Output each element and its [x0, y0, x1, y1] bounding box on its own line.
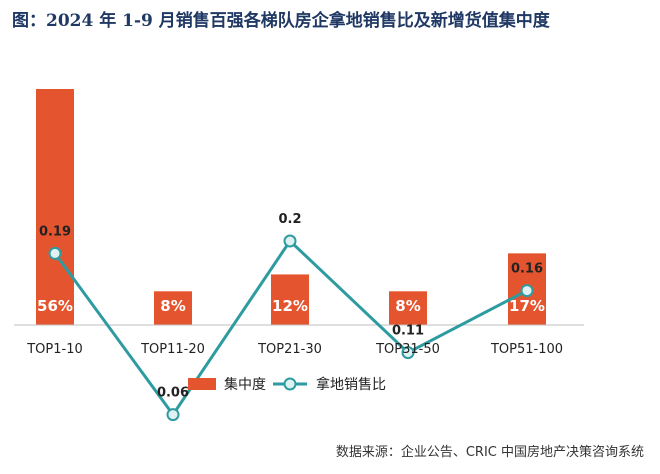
bar-label: 56%: [37, 297, 73, 315]
line-data-label: 0.2: [278, 212, 301, 227]
line-point: [520, 284, 534, 298]
legend-line-label: 拿地销售比: [316, 376, 386, 393]
x-tick-label: TOP31-50: [375, 342, 440, 357]
line-data-label: 0.06: [157, 386, 189, 401]
bar-TOP31-50: [389, 291, 427, 325]
line-data-label: 0.16: [511, 262, 543, 277]
bar-TOP21-30: [271, 274, 309, 325]
x-tick-label: TOP1-10: [26, 342, 83, 357]
legend-bar-swatch: [188, 378, 216, 390]
line-point: [166, 408, 180, 422]
line-point: [48, 246, 62, 260]
x-tick-label: TOP51-100: [490, 342, 563, 357]
legend: 集中度 拿地销售比: [188, 376, 386, 393]
bar-TOP11-20: [154, 291, 192, 325]
bar-TOP1-10: [36, 89, 74, 325]
legend-bar-label: 集中度: [224, 376, 266, 393]
x-tick-label: TOP11-20: [140, 342, 205, 357]
line-series-layer: 0.19 0.06 0.2 0.11 0.16: [39, 212, 543, 422]
bar-label: 8%: [160, 297, 185, 315]
bar-label: 12%: [272, 297, 308, 315]
x-axis-tick-labels: TOP1-10 TOP11-20 TOP21-30 TOP31-50 TOP51-100: [26, 342, 563, 357]
chart-title: 图：2024 年 1-9 月销售百强各梯队房企拿地销售比及新增货值集中度: [12, 11, 550, 31]
source-note: 数据来源：企业公告、CRIC 中国房地产决策咨询系统: [335, 445, 644, 460]
line-data-label: 0.19: [39, 224, 71, 239]
bar-series-layer: 56% 8% 12% 8% 17%: [36, 89, 546, 325]
bar-label: 8%: [395, 297, 420, 315]
line-data-label: 0.11: [392, 324, 424, 339]
line-point: [401, 346, 415, 360]
legend-line-marker: [283, 377, 297, 391]
line-point: [283, 234, 297, 248]
x-tick-label: TOP21-30: [257, 342, 322, 357]
bar-label: 17%: [509, 297, 545, 315]
